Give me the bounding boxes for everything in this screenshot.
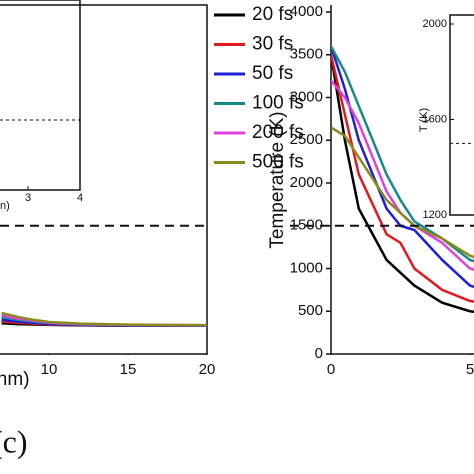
y-tick-label: 500 xyxy=(298,302,323,319)
inset-y-label: T (K) xyxy=(418,108,430,132)
y-tick-label: 0 xyxy=(315,345,323,362)
x-tick-label: 0 xyxy=(327,361,335,378)
legend-label: 50 fs xyxy=(252,63,293,84)
series-line xyxy=(331,54,474,303)
series-line xyxy=(331,126,474,259)
y-tick-label: 4000 xyxy=(290,3,323,20)
legend-label: 20 fs xyxy=(252,4,293,25)
series-line xyxy=(331,54,474,314)
legend-label: 500 fs xyxy=(252,152,304,173)
inset-y-tick-label: 2000 xyxy=(423,18,447,30)
legend-label: 200 fs xyxy=(252,122,304,143)
x-tick-label: 20 xyxy=(199,361,216,378)
inset-x-tick-label: 4 xyxy=(77,192,83,204)
plot-area xyxy=(1,311,208,355)
y-tick-label: 2500 xyxy=(290,131,323,148)
legend-label: 30 fs xyxy=(252,34,293,55)
panel-label: (c) xyxy=(0,423,28,459)
inset-frame xyxy=(0,0,81,191)
x-tick-label: 15 xyxy=(120,361,137,378)
inset-frame xyxy=(449,14,474,216)
plot-area xyxy=(331,45,474,355)
y-tick-label: 2000 xyxy=(290,174,323,191)
y-tick-label: 3500 xyxy=(290,46,323,63)
y-tick-label: 3000 xyxy=(290,88,323,105)
series-line xyxy=(1,311,208,327)
y-tick-label: 1000 xyxy=(290,259,323,276)
x-tick-label: 5 xyxy=(466,361,474,378)
inset-x-tick-label: 3 xyxy=(25,192,31,204)
y-axis-label: Temperature (K) xyxy=(267,111,288,248)
series-line xyxy=(331,45,474,263)
x-tick-label: 10 xyxy=(41,361,58,378)
inset-x-label: n) xyxy=(0,200,10,212)
axes-frame xyxy=(0,4,208,355)
x-axis-label: (nm) xyxy=(0,369,30,390)
legend-label: 100 fs xyxy=(252,93,304,114)
inset-y-tick-label: 1600 xyxy=(423,113,447,125)
inset-y-tick-label: 1200 xyxy=(423,209,447,221)
